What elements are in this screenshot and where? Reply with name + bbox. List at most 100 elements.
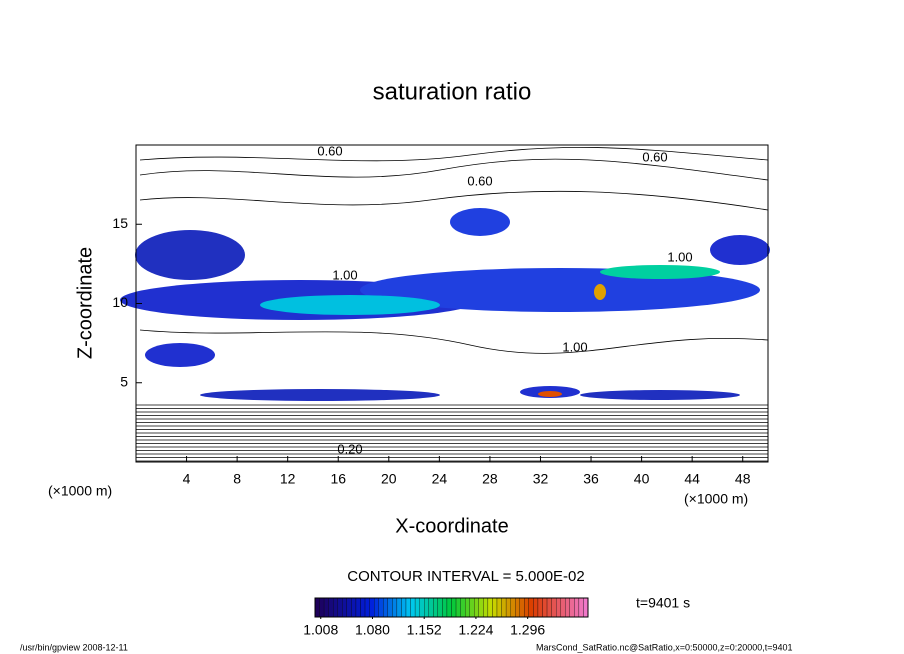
x-tick-label: 36 xyxy=(583,471,599,487)
colorbar-segment xyxy=(455,597,461,618)
colorbar-segment xyxy=(460,597,466,618)
colorbar-segment xyxy=(446,597,452,618)
x-tick-label: 4 xyxy=(183,471,191,487)
shade xyxy=(710,235,770,265)
colorbar-segment xyxy=(333,597,338,618)
colorbar-segment xyxy=(478,597,484,618)
contour-interval: CONTOUR INTERVAL = 5.000E-02 xyxy=(347,568,584,585)
colorbar-segment xyxy=(337,597,343,618)
colorbar-segment xyxy=(519,597,525,618)
colorbar-segment xyxy=(410,597,416,618)
chart-title: saturation ratio xyxy=(373,78,532,105)
colorbar-segment xyxy=(510,597,516,618)
colorbar-segment xyxy=(346,597,352,618)
contour xyxy=(139,158,769,181)
colorbar-segment xyxy=(574,597,580,618)
colorbar-tick-label: 1.080 xyxy=(355,622,390,638)
colorbar-segment xyxy=(533,597,539,618)
contour-label: 0.60 xyxy=(467,173,492,188)
x-tick-label: 32 xyxy=(533,471,549,487)
shade xyxy=(260,295,440,315)
colorbar-segment xyxy=(373,597,379,618)
colorbar-segment xyxy=(528,597,534,618)
shade xyxy=(538,391,562,397)
shade xyxy=(594,284,606,300)
contour-label: 1.00 xyxy=(562,339,587,354)
colorbar-tick-label: 1.296 xyxy=(510,622,545,638)
footer-left: /usr/bin/gpview 2008-12-11 xyxy=(20,642,128,652)
colorbar-segment xyxy=(319,597,325,618)
footer-right: MarsCond_SatRatio.nc@SatRatio,x=0:50000,… xyxy=(536,642,793,652)
colorbar-segment xyxy=(414,597,420,618)
colorbar-segment xyxy=(419,597,425,618)
colorbar-segment xyxy=(565,597,570,618)
colorbar-segment xyxy=(537,597,543,618)
colorbar-segment xyxy=(464,597,470,618)
y-tick-label: 15 xyxy=(112,215,128,231)
colorbar-segment xyxy=(392,597,398,618)
colorbar-segment xyxy=(342,597,347,618)
colorbar-segment xyxy=(583,597,589,618)
colorbar-segment xyxy=(483,597,489,618)
colorbar-segment xyxy=(360,597,366,618)
colorbar-segment xyxy=(551,597,557,618)
shade xyxy=(145,343,215,367)
colorbar-segment xyxy=(501,597,507,618)
contour xyxy=(139,190,769,211)
colorbar-segment xyxy=(546,597,552,618)
colorbar-tick-label: 1.224 xyxy=(458,622,493,638)
colorbar-segment xyxy=(442,597,448,618)
contour-label: 0.60 xyxy=(642,149,667,164)
shade xyxy=(135,230,245,280)
colorbar-segment xyxy=(364,597,370,618)
colorbar-segment xyxy=(314,597,320,618)
colorbar-segment xyxy=(355,597,361,618)
contour-field: 0.60 0.60 0.60 1.00 1.00 1.00 0.20 xyxy=(120,143,770,462)
colorbar-segment xyxy=(383,597,388,618)
y-axis-label: Z-coordinate xyxy=(74,247,96,359)
colorbar-segment xyxy=(515,597,520,618)
colorbar-segment xyxy=(560,597,566,618)
colorbar-segment xyxy=(542,597,548,618)
y-tick-label: 5 xyxy=(120,373,128,389)
colorbar-segment xyxy=(424,597,429,618)
x-tick-label: 12 xyxy=(280,471,296,487)
colorbar-tick-label: 1.152 xyxy=(407,622,442,638)
contour-label: 1.00 xyxy=(332,267,357,282)
colorbar-frame xyxy=(314,597,589,618)
x-axis-label: X-coordinate xyxy=(395,515,508,537)
x-tick-label: 24 xyxy=(432,471,448,487)
colorbar-segment xyxy=(328,597,334,618)
colorbar-segment xyxy=(351,597,357,618)
colorbar-segment xyxy=(556,597,561,618)
colorbar-segment xyxy=(405,597,411,618)
time-label: t=9401 s xyxy=(636,595,690,611)
contour-label: 1.00 xyxy=(667,249,692,264)
x-tick-label: 44 xyxy=(684,471,700,487)
x-tick-label: 40 xyxy=(634,471,650,487)
colorbar-segment xyxy=(569,597,575,618)
colorbar-segment xyxy=(524,597,529,618)
colorbar-segment xyxy=(369,597,375,618)
colorbar-segment xyxy=(469,597,475,618)
colorbar-segment xyxy=(437,597,443,618)
colorbar-segment xyxy=(387,597,393,618)
shade xyxy=(200,389,440,401)
colorbar-segment xyxy=(487,597,493,618)
shade xyxy=(600,265,720,279)
colorbar-segment xyxy=(401,597,407,618)
colorbar-segment xyxy=(378,597,384,618)
colorbar-segment xyxy=(578,597,584,618)
y-unit: (×1000 m) xyxy=(48,483,112,499)
colorbar-segment xyxy=(451,597,457,618)
colorbar-segment xyxy=(492,597,498,618)
colorbar-segment xyxy=(433,597,438,618)
colorbar-segment xyxy=(428,597,434,618)
x-tick-label: 48 xyxy=(735,471,751,487)
contour-label: 0.20 xyxy=(337,441,362,456)
contour-label: 0.60 xyxy=(317,143,342,158)
x-tick-label: 8 xyxy=(233,471,241,487)
colorbar-segment xyxy=(505,597,511,618)
